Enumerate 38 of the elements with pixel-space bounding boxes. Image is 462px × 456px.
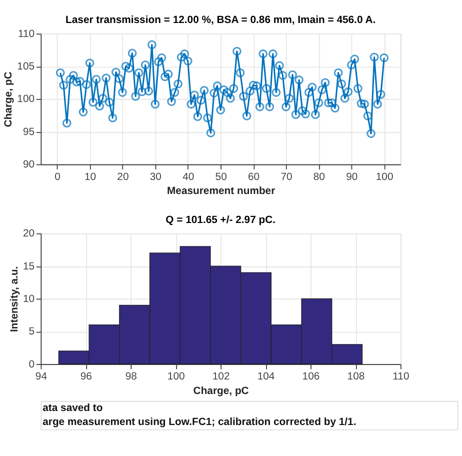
x-tick-label: 106 <box>302 372 320 383</box>
x-tick-label: 50 <box>215 172 228 183</box>
x-tick-label: 96 <box>80 372 92 383</box>
x-tick-label: 100 <box>167 372 185 383</box>
x-tick-label: 110 <box>392 372 410 383</box>
y-tick-label: 105 <box>17 62 35 73</box>
x-tick-label: 104 <box>257 372 275 383</box>
x-tick-label: 20 <box>117 172 129 183</box>
y-tick-label: 95 <box>22 126 35 138</box>
y-tick-label: 90 <box>22 160 35 171</box>
y-tick-label: 10 <box>22 294 35 305</box>
text: arge measurement using Low.FC1; calibration corrected by 1/1. <box>42 417 356 428</box>
x-tick-label: 10 <box>84 172 96 183</box>
x-tick-label: 80 <box>313 172 326 183</box>
x-tick-label: 0 <box>54 172 61 183</box>
y-tick-label: 100 <box>17 94 35 106</box>
chart-title: Q = 101.65 +/- 2.97 pC. <box>166 214 276 226</box>
x-tick-label: 60 <box>248 172 260 183</box>
x-tick-label: 40 <box>182 172 194 183</box>
y-tick-label: 110 <box>18 28 35 40</box>
x-tick-label: 102 <box>212 372 230 383</box>
y-tick-label: 20 <box>22 228 35 240</box>
x-tick-label: 100 <box>376 172 394 183</box>
x-tick-label: 70 <box>280 172 292 183</box>
x-axis-title: Charge, pC <box>193 386 250 397</box>
x-tick-label: 94 <box>35 372 48 383</box>
x-tick-label: 90 <box>346 172 358 183</box>
chart-title: Laser transmission = 12.00 %, BSA = 0.86 mm, Imain = 456.0 A. <box>66 15 376 26</box>
x-tick-label: 30 <box>150 172 162 183</box>
x-axis-title: Measurement number <box>166 186 276 198</box>
x-tick-label: 108 <box>347 372 365 383</box>
y-axis-title: Charge, pC <box>4 71 14 128</box>
x-tick-label: 98 <box>125 372 138 383</box>
text: ata saved to <box>42 402 103 414</box>
y-tick-label: 0 <box>28 359 35 370</box>
y-tick-label: 5 <box>28 326 35 338</box>
y-axis-title: Intensity, a.u. <box>9 266 20 332</box>
y-tick-label: 15 <box>22 261 35 272</box>
